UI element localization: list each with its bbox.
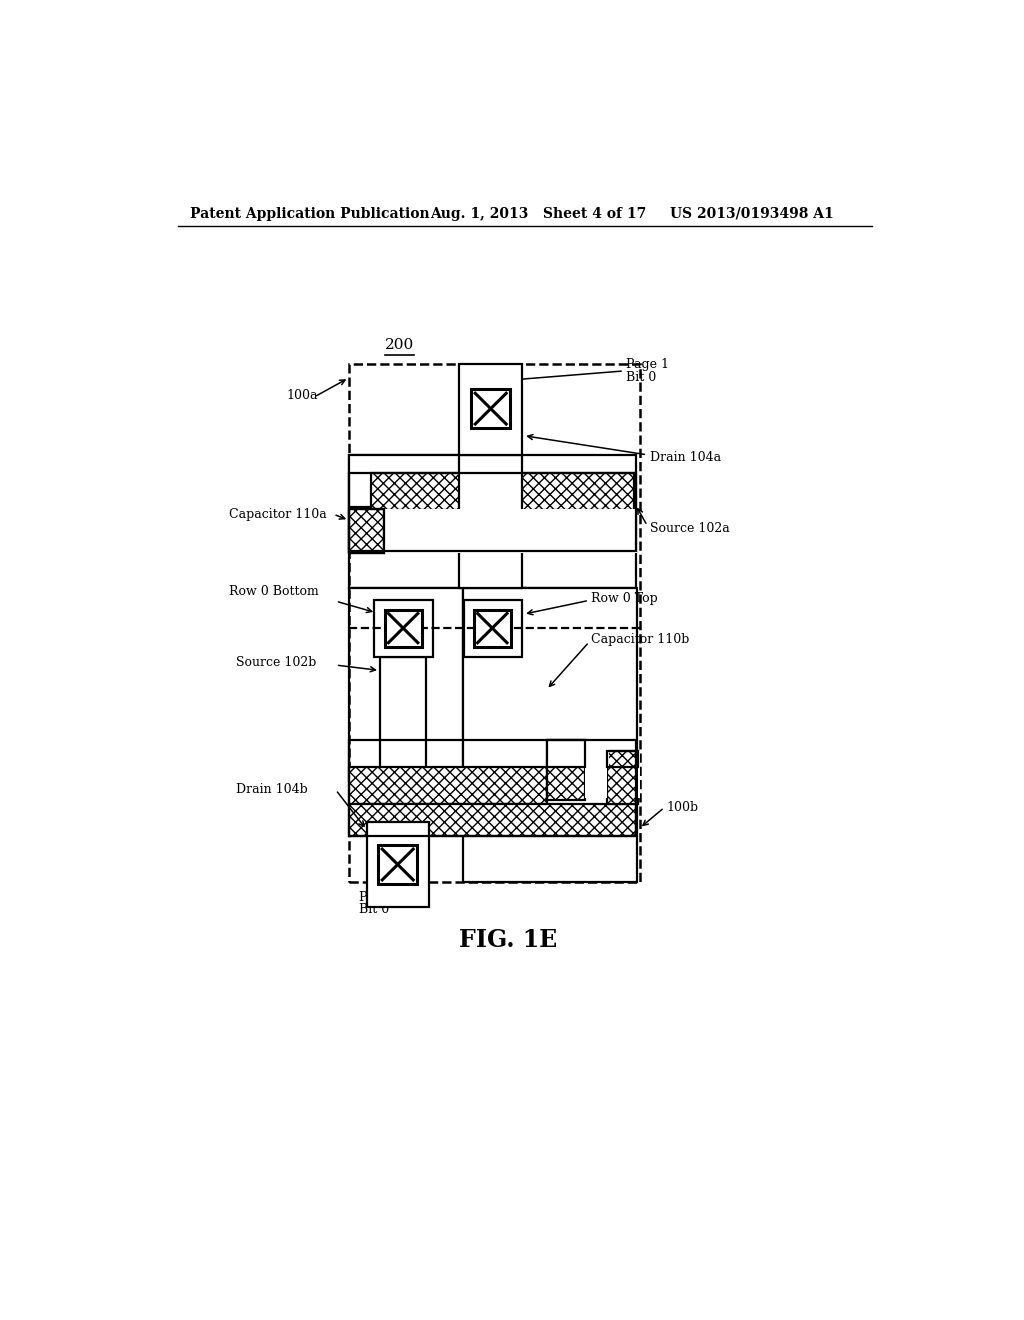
Text: Row 0 Top: Row 0 Top	[592, 593, 658, 606]
Bar	[607, 751, 638, 767]
Bar	[349, 508, 384, 553]
Text: Source 102b: Source 102b	[237, 656, 316, 669]
Text: 100b: 100b	[667, 801, 698, 814]
Text: Drain 104b: Drain 104b	[237, 783, 308, 796]
Text: 100a: 100a	[287, 389, 318, 403]
Bar	[349, 589, 477, 780]
Text: Patent Application Publication: Patent Application Publication	[190, 207, 430, 220]
Bar	[463, 589, 524, 780]
Bar	[349, 767, 547, 804]
Bar	[547, 739, 608, 767]
Text: FIG. 1E: FIG. 1E	[459, 928, 557, 952]
Text: Bit 0: Bit 0	[627, 371, 656, 384]
Text: Capacitor 110b: Capacitor 110b	[592, 634, 690, 647]
Text: Aug. 1, 2013   Sheet 4 of 17: Aug. 1, 2013 Sheet 4 of 17	[430, 207, 646, 220]
Bar	[378, 845, 417, 884]
Bar	[586, 739, 607, 797]
Bar	[384, 508, 417, 553]
Bar	[547, 739, 586, 800]
Bar	[349, 364, 640, 882]
Text: US 2013/0193498 A1: US 2013/0193498 A1	[671, 207, 835, 220]
Text: Capacitor 110a: Capacitor 110a	[228, 508, 327, 520]
Text: Page 0: Page 0	[359, 891, 402, 904]
Bar	[463, 589, 637, 882]
Text: Bit 0: Bit 0	[359, 903, 389, 916]
Bar	[459, 364, 522, 455]
Bar	[349, 455, 469, 507]
Text: Drain 104a: Drain 104a	[649, 450, 721, 463]
Bar	[385, 610, 422, 647]
Bar	[607, 751, 638, 804]
Bar	[380, 657, 426, 784]
Bar	[371, 473, 634, 510]
Bar	[474, 610, 511, 647]
Bar	[375, 599, 432, 657]
Bar	[547, 739, 586, 767]
Bar	[349, 804, 636, 836]
Text: 200: 200	[385, 338, 414, 352]
Text: Source 102a: Source 102a	[649, 521, 729, 535]
Bar	[384, 508, 637, 553]
Bar	[349, 473, 636, 552]
Bar	[638, 751, 640, 797]
Bar	[349, 455, 636, 589]
Bar	[464, 599, 521, 657]
Bar	[349, 739, 636, 836]
Bar	[349, 508, 384, 553]
Bar	[459, 455, 522, 589]
Bar	[471, 389, 510, 428]
Bar	[367, 822, 429, 907]
Text: Page 1: Page 1	[627, 358, 670, 371]
Text: Row 0 Bottom: Row 0 Bottom	[228, 585, 318, 598]
